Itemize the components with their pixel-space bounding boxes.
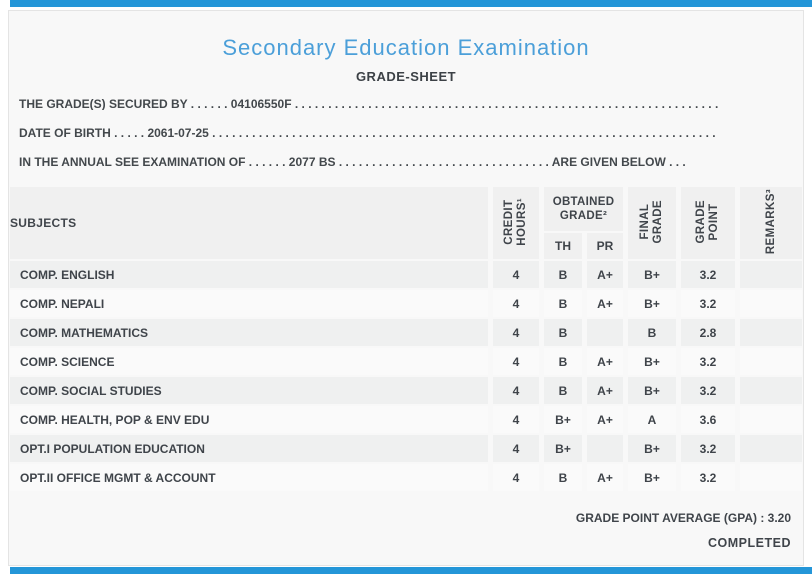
th-subheader: TH — [544, 233, 582, 259]
pr-grade-cell: A+ — [587, 406, 624, 433]
remarks-cell — [740, 261, 803, 288]
subject-cell: COMP. ENGLISH — [10, 261, 488, 288]
final-grade-header-label: FINAL GRADE — [639, 199, 665, 244]
th-grade-cell: B — [544, 290, 582, 317]
final-grade-cell: B — [628, 319, 677, 346]
grade-point-header: GRADE POINT — [681, 187, 736, 259]
pr-subheader: PR — [587, 233, 624, 259]
candidate-info-block: THE GRADE(S) SECURED BY . . . . . . 0410… — [19, 98, 803, 168]
table-row: OPT.I POPULATION EDUCATION 4 B+ B+ 3.2 — [10, 435, 803, 462]
table-row: COMP. SCIENCE 4 B A+ B+ 3.2 — [10, 348, 803, 375]
grade-point-cell: 3.2 — [681, 261, 736, 288]
remarks-cell — [740, 406, 803, 433]
final-grade-cell: B+ — [628, 464, 677, 491]
pr-grade-cell — [587, 435, 624, 462]
grade-point-cell: 2.8 — [681, 319, 736, 346]
grade-sheet-heading: GRADE-SHEET — [355, 69, 457, 84]
remarks-cell — [740, 319, 803, 346]
grade-point-cell: 3.2 — [681, 435, 736, 462]
final-grade-header: FINAL GRADE — [628, 187, 677, 259]
subject-cell: COMP. NEPALI — [10, 290, 488, 317]
remarks-cell — [740, 348, 803, 375]
info-secured-by-line: THE GRADE(S) SECURED BY . . . . . . 0410… — [19, 98, 719, 110]
subject-cell: COMP. MATHEMATICS — [10, 319, 488, 346]
th-grade-cell: B — [544, 348, 582, 375]
table-row: COMP. MATHEMATICS 4 B B 2.8 — [10, 319, 803, 346]
grade-point-header-label: GRADE POINT — [695, 199, 721, 244]
subject-cell: COMP. SOCIAL STUDIES — [10, 377, 488, 404]
pr-grade-cell — [587, 319, 624, 346]
pr-grade-cell: A+ — [587, 377, 624, 404]
credit-hours-cell: 4 — [493, 406, 539, 433]
grades-table: SUBJECTS CREDIT HOURS¹ OBTAINED GRADE² F… — [9, 185, 803, 493]
credit-hours-cell: 4 — [493, 261, 539, 288]
info-exam-line: IN THE ANNUAL SEE EXAMINATION OF . . . .… — [19, 156, 686, 168]
bottom-accent-bar — [10, 567, 812, 574]
final-grade-cell: B+ — [628, 377, 677, 404]
grade-sheet-card: Secondary Education Examination GRADE-SH… — [8, 10, 804, 566]
pr-grade-cell: A+ — [587, 464, 624, 491]
final-grade-cell: B+ — [628, 435, 677, 462]
credit-hours-header-label: CREDIT HOURS¹ — [503, 197, 528, 246]
gpa-summary: GRADE POINT AVERAGE (GPA) : 3.20 — [575, 511, 791, 525]
remarks-header-label: REMARKS³ — [764, 188, 777, 255]
remarks-cell — [740, 464, 803, 491]
subject-cell: OPT.II OFFICE MGMT & ACCOUNT — [10, 464, 488, 491]
subjects-header: SUBJECTS — [10, 187, 488, 259]
credit-hours-cell: 4 — [493, 319, 539, 346]
final-grade-cell: A — [628, 406, 677, 433]
obtained-grade-header: OBTAINED GRADE² — [544, 187, 624, 231]
credit-hours-cell: 4 — [493, 464, 539, 491]
table-row: COMP. ENGLISH 4 B A+ B+ 3.2 — [10, 261, 803, 288]
th-grade-cell: B+ — [544, 406, 582, 433]
top-accent-bar — [10, 0, 812, 7]
th-grade-cell: B — [544, 377, 582, 404]
info-dob-line: DATE OF BIRTH . . . . . 2061-07-25 . . .… — [19, 127, 719, 139]
grade-point-cell: 3.6 — [681, 406, 736, 433]
table-row: OPT.II OFFICE MGMT & ACCOUNT 4 B A+ B+ 3… — [10, 464, 803, 491]
credit-hours-cell: 4 — [493, 290, 539, 317]
credit-hours-header: CREDIT HOURS¹ — [493, 187, 539, 259]
remarks-cell — [740, 290, 803, 317]
pr-grade-cell: A+ — [587, 348, 624, 375]
credit-hours-cell: 4 — [493, 348, 539, 375]
subject-cell: COMP. SCIENCE — [10, 348, 488, 375]
credit-hours-cell: 4 — [493, 435, 539, 462]
page-title: Secondary Education Examination — [222, 35, 590, 60]
th-grade-cell: B — [544, 261, 582, 288]
subject-cell: COMP. HEALTH, POP & ENV EDU — [10, 406, 488, 433]
subject-cell: OPT.I POPULATION EDUCATION — [10, 435, 488, 462]
table-row: COMP. SOCIAL STUDIES 4 B A+ B+ 3.2 — [10, 377, 803, 404]
final-grade-cell: B+ — [628, 290, 677, 317]
grade-point-cell: 3.2 — [681, 348, 736, 375]
remarks-cell — [740, 377, 803, 404]
final-grade-cell: B+ — [628, 261, 677, 288]
final-grade-cell: B+ — [628, 348, 677, 375]
table-row: COMP. HEALTH, POP & ENV EDU 4 B+ A+ A 3.… — [10, 406, 803, 433]
table-row: COMP. NEPALI 4 B A+ B+ 3.2 — [10, 290, 803, 317]
pr-grade-cell: A+ — [587, 290, 624, 317]
th-grade-cell: B+ — [544, 435, 582, 462]
grade-point-cell: 3.2 — [681, 290, 736, 317]
remarks-cell — [740, 435, 803, 462]
th-grade-cell: B — [544, 319, 582, 346]
pr-grade-cell: A+ — [587, 261, 624, 288]
grade-point-cell: 3.2 — [681, 464, 736, 491]
credit-hours-cell: 4 — [493, 377, 539, 404]
th-grade-cell: B — [544, 464, 582, 491]
remarks-header: REMARKS³ — [740, 187, 803, 259]
completion-status: COMPLETED — [708, 536, 791, 550]
grade-point-cell: 3.2 — [681, 377, 736, 404]
